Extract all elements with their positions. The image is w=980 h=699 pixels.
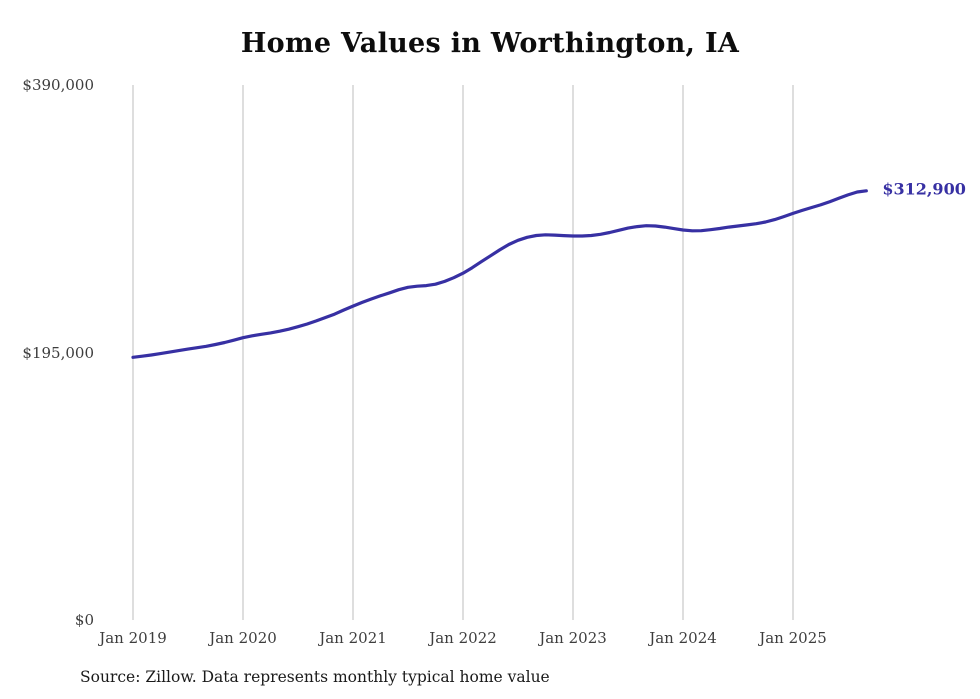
x-axis-tick-label: Jan 2023 — [539, 629, 607, 647]
source-note: Source: Zillow. Data represents monthly … — [80, 668, 550, 686]
chart-title: Home Values in Worthington, IA — [240, 28, 740, 59]
x-axis-tick-label: Jan 2019 — [99, 629, 167, 647]
x-axis-tick-label: Jan 2020 — [209, 629, 277, 647]
end-value-label: $312,900 — [882, 179, 966, 199]
x-axis-tick-label: Jan 2022 — [429, 629, 497, 647]
x-axis-tick-label: Jan 2024 — [649, 629, 717, 647]
x-axis-tick-label: Jan 2025 — [759, 629, 827, 647]
y-axis-tick-label: $0 — [74, 611, 94, 629]
home-value-trend-line — [131, 189, 868, 359]
y-axis-tick-label: $390,000 — [22, 76, 94, 94]
y-axis-tick-label: $195,000 — [22, 343, 94, 362]
x-axis-tick-label: Jan 2021 — [319, 629, 387, 647]
